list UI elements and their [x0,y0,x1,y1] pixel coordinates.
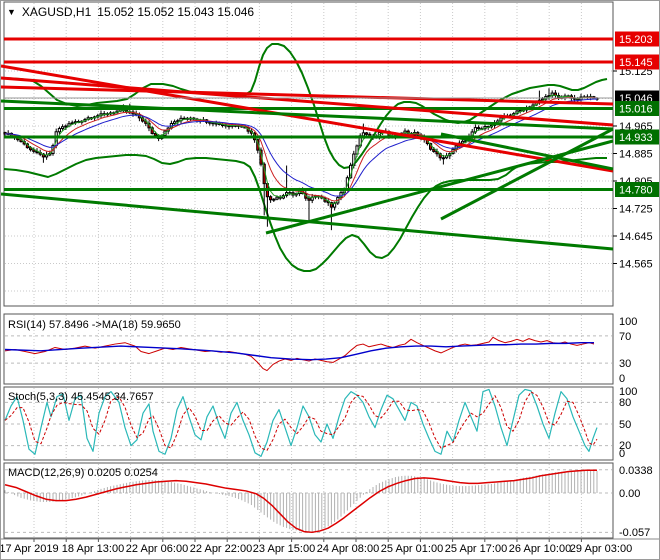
svg-text:MACD(12,26,9) 0.0205 0.0254: MACD(12,26,9) 0.0205 0.0254 [8,467,158,479]
price-axis[interactable] [613,1,659,539]
macd-panel[interactable] [4,463,613,538]
svg-text:22 Apr 22:00: 22 Apr 22:00 [190,543,252,555]
svg-text:50: 50 [619,419,631,431]
svg-text:14.725: 14.725 [619,204,653,216]
svg-text:29 Apr 03:00: 29 Apr 03:00 [570,543,632,555]
svg-text:14.885: 14.885 [619,149,653,161]
svg-text:25 Apr 01:00: 25 Apr 01:00 [381,543,443,555]
svg-text:23 Apr 15:00: 23 Apr 15:00 [253,543,315,555]
svg-text:20: 20 [619,440,631,452]
svg-text:Stoch(5,3,3) 45.4545 34.7657: Stoch(5,3,3) 45.4545 34.7657 [8,391,154,403]
svg-text:14.780: 14.780 [619,185,653,197]
rsi-panel[interactable] [4,314,613,384]
svg-text:70: 70 [619,331,631,343]
main-chart-panel[interactable] [4,1,613,306]
svg-text:24 Apr 08:00: 24 Apr 08:00 [317,543,379,555]
svg-text:RSI(14) 57.8496 ->MA(18) 59.9: RSI(14) 57.8496 ->MA(18) 59.9650 [8,319,181,331]
svg-text:14.565: 14.565 [619,259,653,271]
svg-text:100: 100 [619,316,637,328]
svg-text:-0.057: -0.057 [619,527,650,539]
svg-text:0: 0 [619,373,625,385]
svg-text:0.0338: 0.0338 [619,465,653,477]
svg-text:30: 30 [619,358,631,370]
ohlc-readout: 15.052 15.052 15.043 15.046 [97,4,255,19]
symbol-period-label: XAGUSD,H1 [21,4,92,19]
svg-text:25 Apr 17:00: 25 Apr 17:00 [445,543,507,555]
svg-text:0.00: 0.00 [619,488,640,500]
svg-text:15.203: 15.203 [619,34,653,46]
svg-text:18 Apr 13:00: 18 Apr 13:00 [62,543,124,555]
svg-text:14.933: 14.933 [619,132,653,144]
svg-text:17 Apr 2019: 17 Apr 2019 [1,543,59,555]
svg-text:15.016: 15.016 [619,104,653,116]
symbol-dropdown-icon[interactable]: ▼ [7,6,16,17]
svg-text:0: 0 [619,448,625,460]
time-axis[interactable] [1,539,659,559]
svg-text:80: 80 [619,397,631,409]
svg-text:14.645: 14.645 [619,231,653,243]
svg-text:26 Apr 10:00: 26 Apr 10:00 [509,543,571,555]
stoch-panel[interactable] [4,387,613,460]
svg-text:22 Apr 06:00: 22 Apr 06:00 [126,543,188,555]
svg-text:15.145: 15.145 [619,57,653,69]
chart-title: ▼ XAGUSD,H1 15.052 15.052 15.043 15.046 [7,4,254,19]
svg-text:100: 100 [619,386,637,398]
